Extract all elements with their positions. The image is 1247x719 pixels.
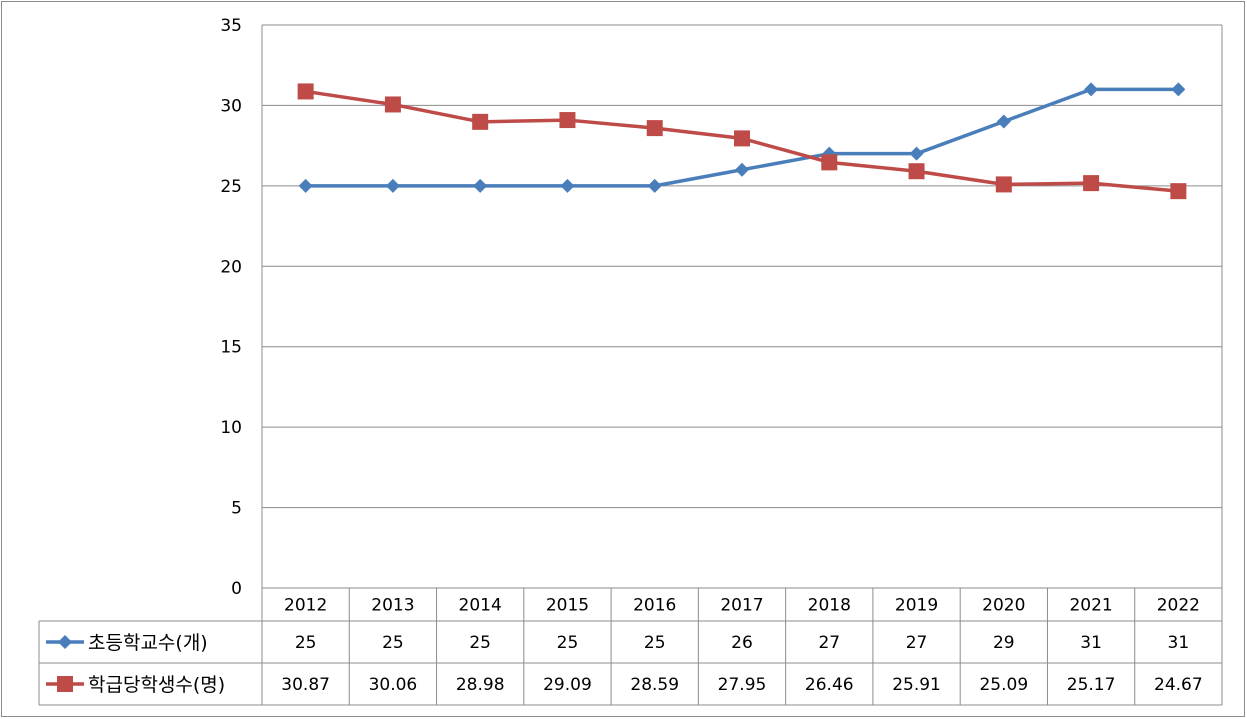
- y-tick-label: 30: [220, 96, 242, 116]
- y-tick-label: 20: [220, 257, 242, 277]
- series-layer: [297, 82, 1187, 200]
- data-label: 27: [906, 633, 928, 653]
- data-point: [647, 178, 662, 193]
- data-label: 24.67: [1154, 675, 1203, 695]
- data-point: [1083, 175, 1100, 192]
- data-label: 25: [382, 633, 404, 653]
- data-label: 28.59: [630, 675, 679, 695]
- data-point: [996, 114, 1011, 129]
- data-label: 25: [469, 633, 491, 653]
- data-label: 28.98: [456, 675, 505, 695]
- x-tick-label: 2018: [808, 596, 851, 616]
- data-point: [384, 96, 401, 113]
- data-label: 25: [295, 633, 317, 653]
- y-tick-label: 0: [231, 579, 242, 599]
- data-label: 31: [1168, 633, 1190, 653]
- data-label: 29.09: [543, 675, 592, 695]
- x-tick-label: 2015: [546, 596, 589, 616]
- data-point: [1171, 82, 1186, 97]
- data-table: 2012 2013 2014 2015 2016 2017 2018 2019 2020 2021…: [38, 587, 1223, 706]
- data-label: 25: [557, 633, 579, 653]
- x-tick-label: 2021: [1069, 596, 1112, 616]
- x-tick-label: 2022: [1157, 596, 1200, 616]
- data-label: 26.46: [805, 675, 854, 695]
- data-point: [297, 83, 314, 100]
- legend-marker: [58, 635, 72, 649]
- data-point: [909, 146, 924, 161]
- data-point: [385, 178, 400, 193]
- x-tick-label: 2014: [459, 596, 502, 616]
- data-point: [735, 162, 749, 177]
- data-label: 26: [731, 633, 753, 653]
- data-label: 27: [818, 633, 840, 653]
- x-tick-label: 2012: [284, 596, 327, 616]
- data-point: [298, 178, 313, 193]
- x-tick-label: 2020: [982, 596, 1025, 616]
- data-point: [908, 163, 925, 180]
- data-point: [734, 130, 750, 147]
- y-tick-label: 25: [220, 177, 242, 197]
- data-point: [560, 178, 575, 193]
- y-tick-label: 15: [220, 338, 242, 358]
- data-label: 25.91: [892, 675, 941, 695]
- data-label: 25: [644, 633, 666, 653]
- data-label: 25.17: [1067, 675, 1116, 695]
- data-point: [1170, 183, 1187, 200]
- data-label: 27.95: [718, 675, 767, 695]
- data-point: [473, 178, 488, 193]
- data-point: [821, 154, 838, 171]
- y-tick-label: 5: [231, 499, 242, 519]
- x-tick-label: 2017: [720, 596, 763, 616]
- data-label: 31: [1080, 633, 1102, 653]
- x-tick-label: 2019: [895, 596, 938, 616]
- data-point: [559, 112, 576, 129]
- y-tick-label: 10: [220, 418, 242, 438]
- data-label: 30.87: [281, 675, 330, 695]
- data-point: [472, 113, 489, 130]
- data-point: [646, 120, 663, 137]
- data-label: 29: [993, 633, 1015, 653]
- y-axis-ticks: 0 5 10 15 20 25 30 35: [220, 16, 242, 599]
- x-tick-label: 2013: [371, 596, 414, 616]
- legend-label: 학급당학생수(명): [88, 674, 225, 696]
- data-label: 30.06: [369, 675, 418, 695]
- data-label: 25.09: [979, 675, 1028, 695]
- legend-marker: [57, 676, 73, 692]
- y-tick-label: 35: [220, 16, 242, 36]
- x-tick-label: 2016: [633, 596, 676, 616]
- data-point: [1084, 82, 1099, 97]
- legend-label: 초등학교수(개): [88, 632, 208, 654]
- data-point: [995, 176, 1012, 193]
